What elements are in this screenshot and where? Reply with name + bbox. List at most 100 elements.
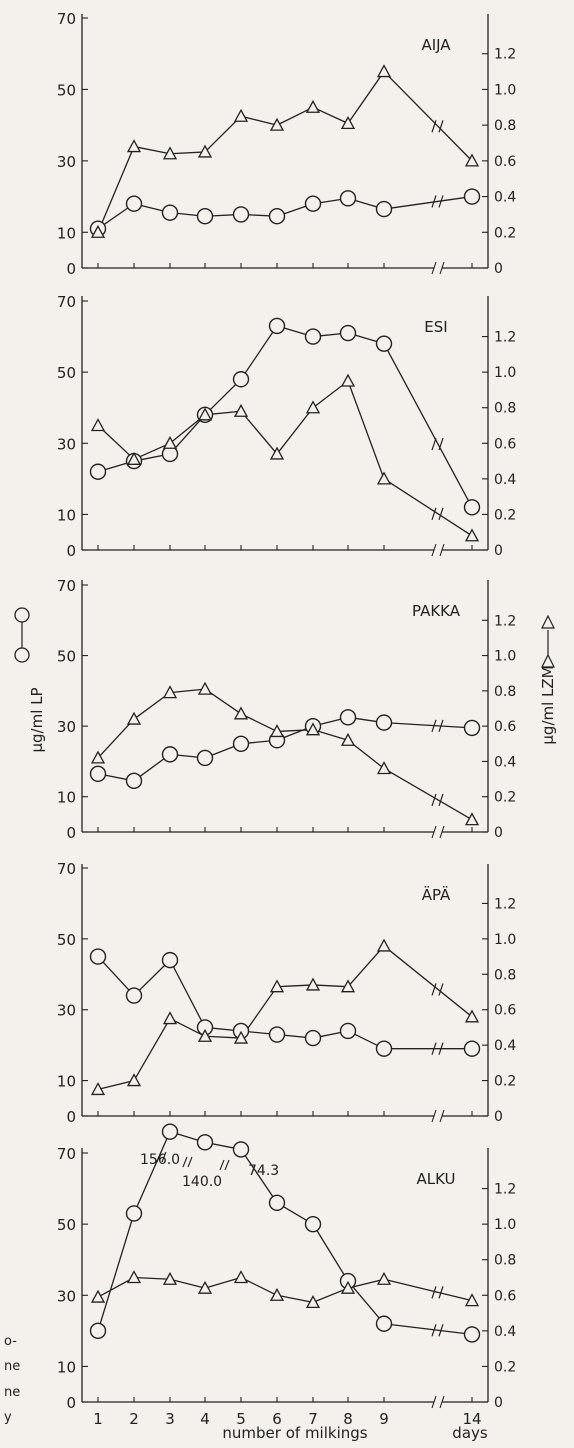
left-tick-label: 70 (57, 1145, 76, 1163)
left-tick-label: 0 (66, 1394, 76, 1412)
triangle-marker (269, 117, 285, 131)
triangle-marker (305, 400, 321, 414)
triangle-marker (376, 761, 392, 775)
right-axis-title: µg/ml LZM (539, 665, 557, 744)
left-tick-label: 50 (57, 648, 76, 666)
right-tick-label: 1.0 (494, 1217, 516, 1233)
series-break-mark (431, 793, 444, 807)
margin-text-2: ne (4, 1359, 20, 1374)
circle-marker (339, 709, 357, 726)
right-tick-label: 1.2 (494, 613, 516, 629)
triangle-marker (269, 446, 285, 460)
circle-series-segment (240, 1149, 278, 1204)
triangle-marker (162, 685, 178, 699)
triangle-marker (126, 139, 142, 153)
circle-series-segment (204, 378, 242, 416)
value-break-mark (219, 1159, 230, 1171)
right-tick-label: 1.2 (494, 1182, 516, 1198)
right-tick-label: 1.2 (494, 896, 516, 912)
circle-marker (375, 714, 393, 731)
triangle-series-segment (240, 1276, 278, 1296)
value-annotation: 156.0 (140, 1152, 180, 1168)
triangle-series-segment (347, 380, 385, 480)
right-tick-label: 0.8 (494, 1253, 516, 1269)
circle-marker (268, 317, 286, 335)
left-tick-label: 30 (57, 1002, 76, 1020)
circle-marker (161, 204, 179, 221)
left-tick-label: 50 (57, 1216, 76, 1234)
circle-series-segment (383, 721, 473, 729)
x-tick-label: 2 (129, 1410, 139, 1428)
circle-marker (463, 719, 481, 737)
right-legend-triangle-icon (541, 614, 555, 629)
triangle-marker (340, 373, 356, 387)
triangle-series-segment (204, 1276, 242, 1289)
triangle-series-segment (312, 984, 349, 988)
triangle-marker (376, 64, 392, 78)
series-break-mark (431, 120, 444, 133)
axes-layer (81, 14, 489, 1409)
right-tick-label: 1.0 (494, 932, 516, 948)
circle-marker (125, 772, 143, 790)
right-tick-label: 0 (494, 1109, 503, 1125)
triangle-marker (233, 1030, 249, 1044)
left-tick-label: 10 (57, 224, 76, 242)
right-tick-label: 0.6 (494, 154, 516, 170)
triangle-marker (340, 115, 356, 130)
triangle-series-segment (347, 1278, 385, 1289)
circle-marker (339, 324, 357, 342)
triangle-marker (269, 1287, 285, 1301)
x-tick-label: 9 (379, 1410, 389, 1428)
triangle-series-segment (97, 1079, 135, 1091)
triangle-marker (305, 1295, 321, 1309)
left-legend-circle-icon (14, 607, 30, 623)
triangle-marker (126, 451, 142, 465)
right-tick-label: 0.4 (494, 754, 516, 770)
circle-marker (125, 987, 143, 1004)
triangle-series-segment (133, 1018, 171, 1081)
left-tick-label: 30 (57, 435, 76, 453)
triangle-series-segment (312, 106, 349, 124)
circle-series-segment (133, 959, 171, 997)
right-tick-label: 1.0 (494, 365, 516, 381)
right-tick-label: 0 (494, 261, 503, 277)
right-tick-label: 0.6 (494, 1288, 516, 1304)
right-tick-label: 0.8 (494, 401, 516, 417)
right-tick-label: 0.6 (494, 436, 516, 452)
circle-marker (304, 328, 322, 345)
left-tick-label: 10 (57, 789, 76, 807)
panel-title: AIJA (421, 36, 451, 54)
circle-marker (304, 1029, 322, 1047)
triangle-series-segment (383, 478, 473, 537)
right-tick-label: 0.6 (494, 719, 516, 735)
x-axis-break (431, 261, 445, 275)
triangle-series-segment (133, 1276, 171, 1280)
circle-marker (375, 335, 393, 352)
left-tick-label: 0 (66, 542, 76, 560)
right-tick-label: 0.2 (494, 790, 516, 806)
circle-marker (161, 746, 179, 763)
circle-series-segment (97, 1213, 135, 1332)
triangle-marker (90, 418, 106, 432)
triangle-series-segment (347, 945, 385, 988)
triangle-marker (90, 1289, 106, 1303)
left-tick-label: 50 (57, 81, 76, 99)
circle-marker (232, 371, 250, 388)
triangle-series-segment (276, 984, 314, 988)
triangle-series-segment (169, 688, 206, 694)
panel-title: ÄPÄ (422, 885, 451, 904)
x-tick-label: 4 (200, 1410, 210, 1428)
triangle-series-segment (383, 1278, 473, 1302)
triangle-marker (197, 681, 213, 695)
circle-marker (196, 749, 214, 767)
circle-series-segment (347, 1280, 385, 1325)
margin-text-1: o- (4, 1334, 17, 1349)
right-tick-label: 0.2 (494, 507, 516, 523)
left-tick-label: 70 (57, 577, 76, 595)
panel-title: PAKKA (412, 602, 461, 620)
left-tick-label: 70 (57, 860, 76, 878)
circle-marker (232, 735, 250, 752)
left-tick-label: 10 (57, 506, 76, 524)
right-tick-label: 0.2 (494, 225, 516, 241)
